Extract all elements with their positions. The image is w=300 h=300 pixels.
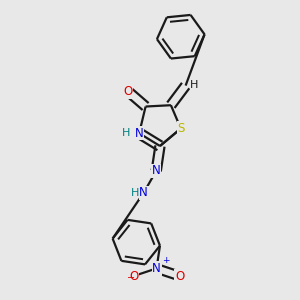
Text: H: H: [131, 188, 139, 198]
Text: N: N: [152, 262, 161, 275]
Text: N: N: [135, 127, 144, 140]
Text: O: O: [175, 270, 184, 283]
Text: H: H: [122, 128, 130, 138]
Text: O: O: [124, 85, 133, 98]
Text: O: O: [129, 270, 138, 283]
Text: +: +: [162, 256, 169, 265]
Text: N: N: [139, 186, 148, 199]
Text: −: −: [127, 273, 135, 283]
Text: N: N: [152, 164, 161, 177]
Text: S: S: [177, 122, 184, 135]
Text: H: H: [190, 80, 199, 90]
